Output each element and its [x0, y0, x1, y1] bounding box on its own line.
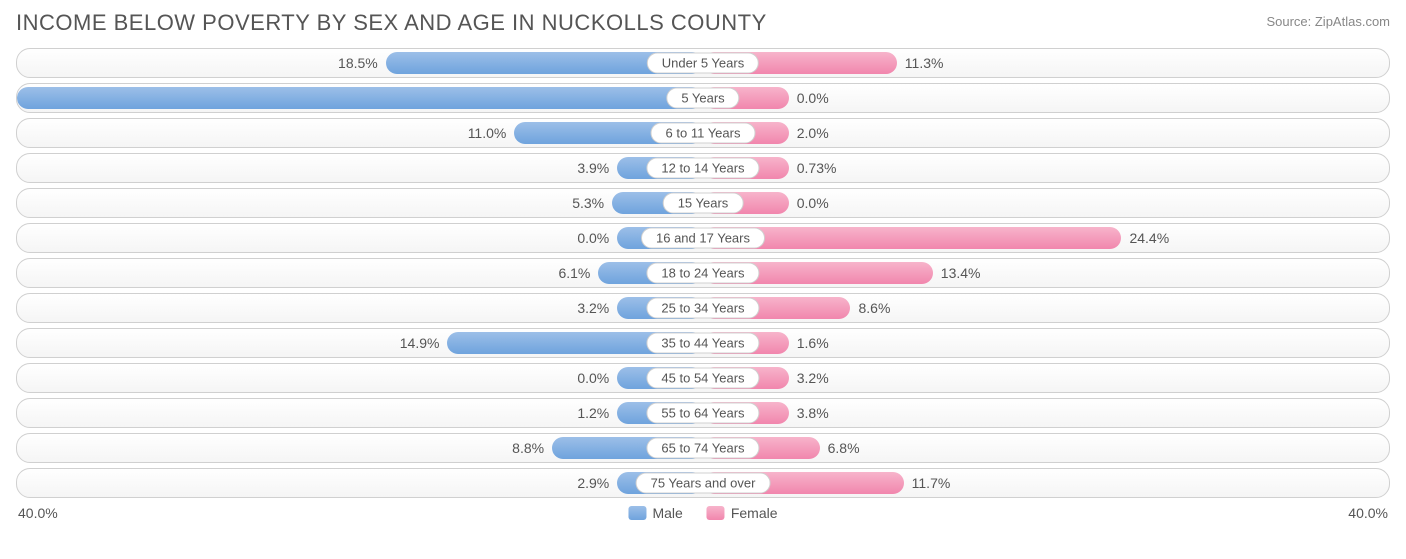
- category-label: 6 to 11 Years: [651, 123, 756, 144]
- female-value-label: 11.3%: [905, 55, 944, 71]
- category-label: 16 and 17 Years: [641, 228, 765, 249]
- male-value-label: 2.9%: [577, 475, 609, 491]
- male-bar: [17, 87, 703, 109]
- female-bar: [703, 227, 1121, 249]
- chart-row: 0.0% 3.2% 45 to 54 Years: [16, 363, 1390, 393]
- male-value-label: 6.1%: [558, 265, 590, 281]
- male-value-label: 18.5%: [338, 55, 378, 71]
- male-value-label: 11.0%: [468, 125, 507, 141]
- legend-male-label: Male: [652, 505, 682, 521]
- category-label: 55 to 64 Years: [646, 403, 759, 424]
- male-value-label: 14.9%: [400, 335, 440, 351]
- legend: Male Female: [628, 505, 777, 521]
- chart-row: 5.3% 0.0% 15 Years: [16, 188, 1390, 218]
- legend-female-swatch: [707, 506, 725, 520]
- chart-source: Source: ZipAtlas.com: [1266, 10, 1390, 29]
- female-value-label: 2.0%: [797, 125, 829, 141]
- male-value-label: 3.9%: [577, 160, 609, 176]
- legend-female: Female: [707, 505, 778, 521]
- chart-rows: 18.5%11.3%Under 5 Years40.0%0.0%5 Years1…: [16, 48, 1390, 498]
- chart-header: INCOME BELOW POVERTY BY SEX AND AGE IN N…: [16, 10, 1390, 44]
- chart-row: 0.0% 24.4% 16 and 17 Years: [16, 223, 1390, 253]
- female-value-label: 1.6%: [797, 335, 829, 351]
- legend-male-swatch: [628, 506, 646, 520]
- category-label: Under 5 Years: [647, 53, 759, 74]
- male-value-label: 5.3%: [572, 195, 604, 211]
- male-value-label: 8.8%: [512, 440, 544, 456]
- category-label: 25 to 34 Years: [646, 298, 759, 319]
- category-label: 65 to 74 Years: [646, 438, 759, 459]
- chart-row: 14.9% 1.6% 35 to 44 Years: [16, 328, 1390, 358]
- chart-row: 1.2% 3.8% 55 to 64 Years: [16, 398, 1390, 428]
- male-value-label: 0.0%: [577, 230, 609, 246]
- chart-row: 11.0% 2.0% 6 to 11 Years: [16, 118, 1390, 148]
- chart-row: 3.2% 8.6% 25 to 34 Years: [16, 293, 1390, 323]
- chart-footer: 40.0% Male Female 40.0%: [16, 503, 1390, 543]
- category-label: 15 Years: [663, 193, 744, 214]
- legend-female-label: Female: [731, 505, 778, 521]
- female-value-label: 0.0%: [797, 90, 829, 106]
- chart-title: INCOME BELOW POVERTY BY SEX AND AGE IN N…: [16, 10, 767, 36]
- chart-row: 40.0%0.0%5 Years: [16, 83, 1390, 113]
- male-value-label: 0.0%: [577, 370, 609, 386]
- female-value-label: 11.7%: [912, 475, 951, 491]
- female-value-label: 13.4%: [941, 265, 981, 281]
- female-value-label: 3.2%: [797, 370, 829, 386]
- chart-row: 6.1% 13.4% 18 to 24 Years: [16, 258, 1390, 288]
- category-label: 5 Years: [666, 88, 739, 109]
- chart-row: 8.8% 6.8% 65 to 74 Years: [16, 433, 1390, 463]
- female-value-label: 24.4%: [1129, 230, 1169, 246]
- female-value-label: 3.8%: [797, 405, 829, 421]
- chart-row: 18.5% 11.3% Under 5 Years: [16, 48, 1390, 78]
- male-value-label: 1.2%: [577, 405, 609, 421]
- category-label: 75 Years and over: [636, 473, 771, 494]
- female-value-label: 6.8%: [828, 440, 860, 456]
- axis-right-label: 40.0%: [1348, 505, 1388, 521]
- axis-left-label: 40.0%: [18, 505, 58, 521]
- category-label: 18 to 24 Years: [646, 263, 759, 284]
- chart-container: INCOME BELOW POVERTY BY SEX AND AGE IN N…: [0, 0, 1406, 559]
- category-label: 35 to 44 Years: [646, 333, 759, 354]
- category-label: 45 to 54 Years: [646, 368, 759, 389]
- female-value-label: 8.6%: [858, 300, 890, 316]
- category-label: 12 to 14 Years: [646, 158, 759, 179]
- male-value-label: 3.2%: [577, 300, 609, 316]
- female-value-label: 0.73%: [797, 160, 837, 176]
- female-value-label: 0.0%: [797, 195, 829, 211]
- chart-row: 3.9% 0.73% 12 to 14 Years: [16, 153, 1390, 183]
- legend-male: Male: [628, 505, 682, 521]
- chart-row: 2.9% 11.7% 75 Years and over: [16, 468, 1390, 498]
